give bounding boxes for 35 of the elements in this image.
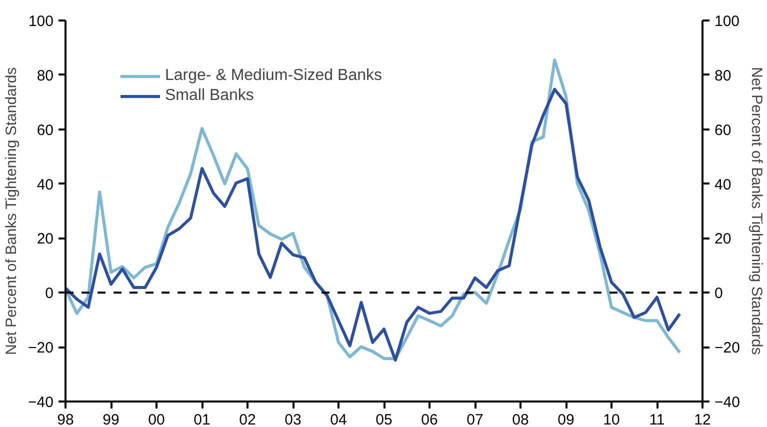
y-tick-label: 0 <box>45 285 54 302</box>
y2-tick-label: 20 <box>714 230 732 248</box>
legend-label: Small Banks <box>165 87 254 105</box>
x-tick-label: 06 <box>421 412 438 427</box>
y2-tick-label: 40 <box>714 176 732 194</box>
y2-axis-title: Net Percent of Banks Tightening Standards <box>748 67 765 355</box>
y2-tick-label: 100 <box>714 13 740 30</box>
y2-tick-label: −40 <box>714 394 740 411</box>
y-tick-label: 100 <box>28 13 54 30</box>
y-tick-label: −40 <box>28 394 54 411</box>
x-tick-label: 98 <box>57 412 74 427</box>
y-tick-label: −20 <box>28 340 54 357</box>
x-tick-label: 05 <box>376 412 392 427</box>
x-tick-label: 99 <box>102 412 120 427</box>
y2-tick-label: 80 <box>714 67 732 84</box>
x-tick-label: 02 <box>239 412 256 427</box>
legend-label: Large- & Medium-Sized Banks <box>165 67 382 85</box>
x-tick-label: 10 <box>603 412 620 427</box>
y2-tick-label: −20 <box>714 340 740 357</box>
y-axis-title: Net Percent of Banks Tightening Standards <box>3 67 20 355</box>
x-tick-label: 04 <box>330 412 347 427</box>
x-tick-label: 03 <box>284 412 302 427</box>
y-tick-label: 60 <box>36 122 54 139</box>
y-tick-label: 80 <box>36 67 54 84</box>
x-tick-label: 08 <box>512 412 529 427</box>
x-tick-label: 11 <box>649 412 665 427</box>
x-tick-label: 09 <box>558 412 574 427</box>
x-tick-label: 12 <box>694 412 711 427</box>
x-tick-label: 07 <box>466 412 484 427</box>
y2-tick-label: 0 <box>714 285 723 302</box>
y2-tick-label: 60 <box>714 122 732 139</box>
y-tick-label: 20 <box>36 230 54 248</box>
x-tick-label: 01 <box>194 412 210 427</box>
x-tick-label: 00 <box>148 412 165 427</box>
y-tick-label: 40 <box>36 176 54 194</box>
